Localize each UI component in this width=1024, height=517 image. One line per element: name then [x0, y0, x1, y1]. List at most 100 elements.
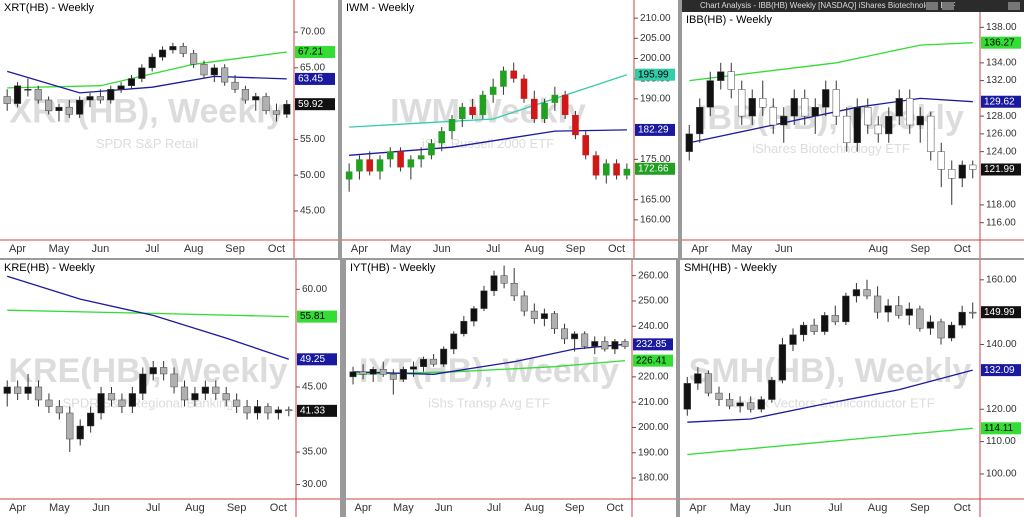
candle-body [253, 406, 262, 414]
panel [342, 0, 678, 258]
candle-body [581, 333, 589, 347]
candle-body [66, 412, 74, 440]
x-tick-label: May [49, 502, 70, 514]
candle-body [399, 369, 407, 380]
x-tick-label: Apr [355, 502, 372, 514]
candle-body [738, 89, 746, 117]
y-tick-label: 175.00 [640, 154, 671, 165]
candle-body [127, 78, 136, 86]
candle-body [450, 333, 458, 350]
candle-body [789, 334, 797, 345]
x-tick-label: Sep [910, 243, 930, 255]
y-tick-label: 250.00 [638, 296, 669, 307]
candle-body [417, 155, 425, 160]
candle-body [510, 283, 518, 297]
y-tick-label: 190.00 [638, 447, 669, 458]
x-tick-label: May [730, 502, 751, 514]
y-tick-label: 160.00 [640, 215, 671, 226]
candle-body [822, 89, 830, 108]
candle-body [210, 67, 218, 76]
candle-body [916, 308, 924, 329]
candle-body [947, 324, 956, 339]
candle-body [13, 85, 22, 104]
x-tick-label: Sep [910, 502, 930, 514]
price-box [981, 163, 1021, 176]
candle-body [611, 341, 619, 350]
candle-body [811, 106, 819, 117]
candle-body [885, 115, 893, 135]
x-tick-label: Oct [606, 502, 623, 514]
moving-average [7, 51, 287, 89]
x-tick-label: Aug [868, 502, 888, 514]
value-box [981, 364, 1021, 377]
candle-body [274, 409, 282, 414]
candle-body [3, 96, 11, 104]
candle-body [201, 386, 209, 394]
candle-body [96, 96, 104, 101]
candle-body [864, 106, 872, 126]
y-tick-label: 128.00 [986, 111, 1017, 122]
candle-body [55, 406, 63, 414]
price-box [297, 404, 337, 417]
chart-title: SMH(HB) - Weekly [684, 262, 777, 274]
candle-body [550, 313, 558, 330]
price-box [981, 306, 1021, 319]
value-label: 195.99 [638, 69, 669, 80]
candle-body [958, 311, 966, 326]
candle-body [386, 151, 394, 160]
candle-body [582, 135, 590, 156]
candle-body [769, 106, 777, 126]
candle-body [262, 96, 270, 112]
window-title: Chart Analysis - IBB(HB) Weekly [NASDAQ]… [700, 1, 956, 10]
candle-body [937, 151, 945, 170]
y-tick-label: 140.00 [986, 339, 1017, 350]
watermark: IYT(HB), Weekly [359, 352, 619, 390]
candle-body [283, 103, 291, 115]
candle-body [231, 81, 239, 90]
y-tick-label: 210.00 [638, 397, 669, 408]
candle-body [613, 163, 620, 176]
x-tick-label: Jul [487, 502, 501, 514]
y-tick-label: 100.00 [986, 469, 1017, 480]
window-button[interactable] [942, 2, 954, 10]
x-tick-label: Aug [525, 502, 545, 514]
value-box [635, 68, 675, 81]
x-tick-label: Apr [9, 243, 26, 255]
y-tick-label: 45.00 [302, 382, 327, 393]
y-tick-label: 30.00 [302, 479, 327, 490]
panel [346, 260, 676, 517]
x-tick-label: Jun [433, 243, 451, 255]
candle-body [200, 64, 208, 76]
candle-body [591, 341, 599, 347]
x-tick-label: Jul [145, 243, 159, 255]
x-tick-label: Apr [351, 243, 368, 255]
x-tick-label: Apr [691, 243, 708, 255]
candle-body [561, 328, 569, 340]
candle-body [510, 70, 518, 79]
candle-body [86, 96, 94, 101]
y-tick-label: 210.00 [640, 13, 671, 24]
y-tick-label: 110.00 [986, 436, 1016, 447]
value-box [981, 422, 1021, 435]
candle-body [45, 99, 53, 112]
candle-body [438, 131, 446, 144]
x-tick-label: Apr [689, 502, 706, 514]
x-tick-label: Jul [146, 502, 160, 514]
candle-body [778, 344, 787, 381]
x-tick-label: Oct [268, 243, 285, 255]
value-box [633, 338, 673, 351]
candle-body [158, 49, 167, 58]
y-tick-label: 118.00 [986, 200, 1016, 211]
y-tick-label: 180.00 [638, 473, 669, 484]
candle-body [561, 94, 569, 115]
candle-body [458, 106, 466, 119]
x-tick-label: Apr [9, 502, 26, 514]
window-button[interactable] [1008, 2, 1020, 10]
value-label: 182.29 [638, 125, 669, 136]
price-box [635, 162, 675, 175]
window-button[interactable] [926, 2, 938, 10]
candle-body [180, 386, 189, 401]
candle-body [810, 324, 818, 332]
x-tick-label: Aug [524, 243, 544, 255]
candle-body [460, 320, 468, 335]
